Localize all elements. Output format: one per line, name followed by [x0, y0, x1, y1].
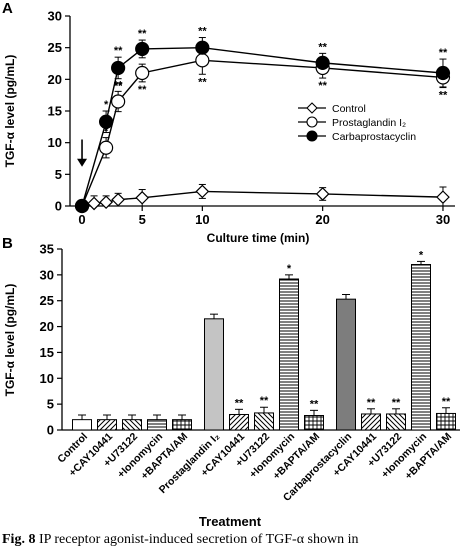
significance-mark: ** [198, 26, 207, 38]
panel-a-y-tick-label: 30 [48, 9, 62, 24]
data-point-carbaprostacyclin [195, 40, 210, 55]
panel-b-y-axis-title: TGF-α level (pg/mL) [3, 284, 17, 397]
data-point-control [315, 187, 330, 201]
panel-b-y-tick-label: 10 [40, 371, 54, 386]
data-point-carbaprostacyclin [98, 114, 114, 129]
significance-mark: ** [114, 45, 123, 57]
bar [411, 264, 431, 431]
bar [304, 415, 324, 431]
bar [122, 419, 142, 431]
data-point-carbaprostacyclin [74, 198, 90, 214]
significance-mark: ** [367, 397, 376, 409]
panel-b-y-tick-label: 0 [47, 423, 54, 438]
bar [386, 413, 406, 431]
panel-a-arrow-head [77, 158, 88, 167]
data-point-control [436, 190, 450, 204]
panel-a-y-axis-title: TGF-α level (pg/mL) [3, 55, 17, 168]
panel-a-x-tick-label: 20 [315, 212, 329, 227]
panel-a-y-tick-label: 15 [48, 104, 62, 119]
significance-mark: ** [439, 90, 448, 102]
data-point-carbaprostacyclin [435, 65, 451, 81]
bar [361, 413, 381, 431]
bar [254, 412, 274, 431]
data-point-control [195, 184, 210, 199]
data-point-prostaglandin [135, 65, 150, 81]
significance-mark: ** [138, 84, 147, 96]
significance-mark: ** [439, 47, 448, 59]
panel-b-y-tick-label: 25 [40, 293, 54, 308]
line-chart-panel-a: TGF-α level (pg/mL) Culture time (min) 0… [3, 9, 455, 245]
data-point-carbaprostacyclin [315, 55, 330, 70]
data-point-control [87, 196, 101, 211]
panel-a-x-axis-title: Culture time (min) [207, 231, 310, 245]
panel-a-label: A [2, 0, 13, 17]
panel-a-y-tick-label: 20 [48, 72, 62, 87]
bar [172, 419, 192, 431]
significance-mark: ** [114, 81, 123, 93]
panel-a-x-tick-label: 10 [195, 212, 209, 227]
panel-b-y-tick-label: 15 [40, 345, 54, 360]
panel-b-y-tick-label: 20 [40, 319, 54, 334]
significance-mark: ** [442, 396, 451, 408]
significance-mark: * [104, 99, 109, 111]
significance-mark: * [104, 126, 109, 138]
caption-label: Fig. 8 [2, 532, 36, 547]
data-point-prostaglandin [111, 94, 126, 109]
legend-label: Prostaglandin I₂ [332, 117, 406, 129]
bar [336, 298, 356, 431]
bar [147, 419, 167, 431]
significance-mark: ** [318, 80, 327, 92]
bar [229, 413, 249, 431]
legend-marker [306, 116, 318, 128]
panel-a-y-tick-label: 10 [48, 135, 62, 150]
legend-label: Control [332, 103, 366, 115]
data-point-prostaglandin [98, 140, 114, 155]
panel-a-y-tick-label: 25 [48, 40, 62, 55]
data-point-carbaprostacyclin [135, 41, 150, 57]
bar [436, 412, 456, 431]
significance-mark: ** [260, 395, 269, 407]
panel-b-x-axis-title: Treatment [199, 514, 262, 529]
series-line [81, 190, 443, 207]
data-point-control [99, 195, 113, 210]
panel-b-y-tick-label: 30 [40, 267, 54, 282]
data-point-prostaglandin [195, 53, 210, 68]
significance-mark: ** [318, 41, 327, 53]
significance-mark: ** [392, 397, 401, 409]
bar [279, 278, 299, 431]
data-point-control [135, 190, 150, 205]
significance-mark: ** [198, 76, 207, 88]
bar [97, 419, 117, 431]
panel-b-label: B [2, 235, 13, 252]
significance-mark: ** [310, 398, 319, 410]
panel-a-x-tick-label: 5 [139, 212, 146, 227]
data-point-control [111, 192, 125, 207]
legend-marker [306, 130, 318, 142]
panel-a-y-tick-label: 0 [55, 199, 62, 214]
bar [204, 318, 224, 431]
panel-a-y-tick-label: 5 [55, 167, 62, 182]
significance-mark: * [419, 249, 424, 261]
panel-b-y-tick-label: 5 [47, 397, 54, 412]
significance-mark: ** [138, 28, 147, 40]
significance-mark: ** [235, 397, 244, 409]
figure-caption: Fig. 8 IP receptor agonist-induced secre… [2, 532, 474, 556]
legend-marker [306, 102, 318, 114]
panel-a-x-tick-label: 0 [78, 212, 85, 227]
bar [72, 419, 92, 431]
caption-text: IP receptor agonist-induced secretion of… [38, 532, 359, 547]
figure: A B TGF-α level (pg/mL) Culture time (mi… [2, 0, 460, 529]
bar-chart-panel-b: TGF-α level (pg/mL) Treatment 0 5 10 15 20 25… [3, 242, 460, 529]
legend-label: Carbaprostacyclin [332, 131, 416, 143]
significance-mark: ** [114, 79, 123, 91]
data-point-carbaprostacyclin [111, 60, 126, 76]
significance-mark: * [287, 263, 292, 275]
panel-a-x-tick-label: 30 [436, 212, 450, 227]
panel-b-y-tick-label: 35 [40, 242, 54, 257]
